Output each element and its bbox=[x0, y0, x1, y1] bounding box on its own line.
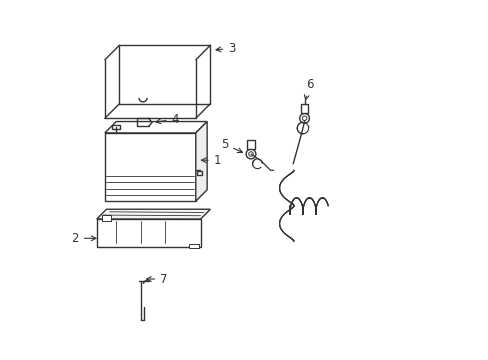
Bar bbox=[112, 125, 120, 129]
FancyBboxPatch shape bbox=[246, 140, 254, 149]
Text: 6: 6 bbox=[304, 78, 312, 100]
Circle shape bbox=[245, 149, 255, 159]
Circle shape bbox=[299, 113, 309, 123]
FancyBboxPatch shape bbox=[300, 104, 308, 113]
FancyBboxPatch shape bbox=[97, 219, 200, 247]
Bar bbox=[102, 215, 111, 221]
Text: 1: 1 bbox=[201, 154, 221, 167]
Text: 5: 5 bbox=[221, 138, 242, 153]
Bar bbox=[197, 171, 202, 175]
Bar bbox=[189, 244, 199, 248]
Circle shape bbox=[302, 116, 306, 121]
Polygon shape bbox=[97, 209, 210, 219]
Text: 4: 4 bbox=[156, 113, 179, 126]
Circle shape bbox=[248, 152, 253, 156]
FancyBboxPatch shape bbox=[104, 133, 195, 201]
Polygon shape bbox=[104, 122, 207, 133]
Polygon shape bbox=[195, 122, 207, 201]
Text: 2: 2 bbox=[71, 232, 96, 245]
Text: 7: 7 bbox=[146, 273, 167, 285]
Text: 3: 3 bbox=[216, 42, 235, 55]
